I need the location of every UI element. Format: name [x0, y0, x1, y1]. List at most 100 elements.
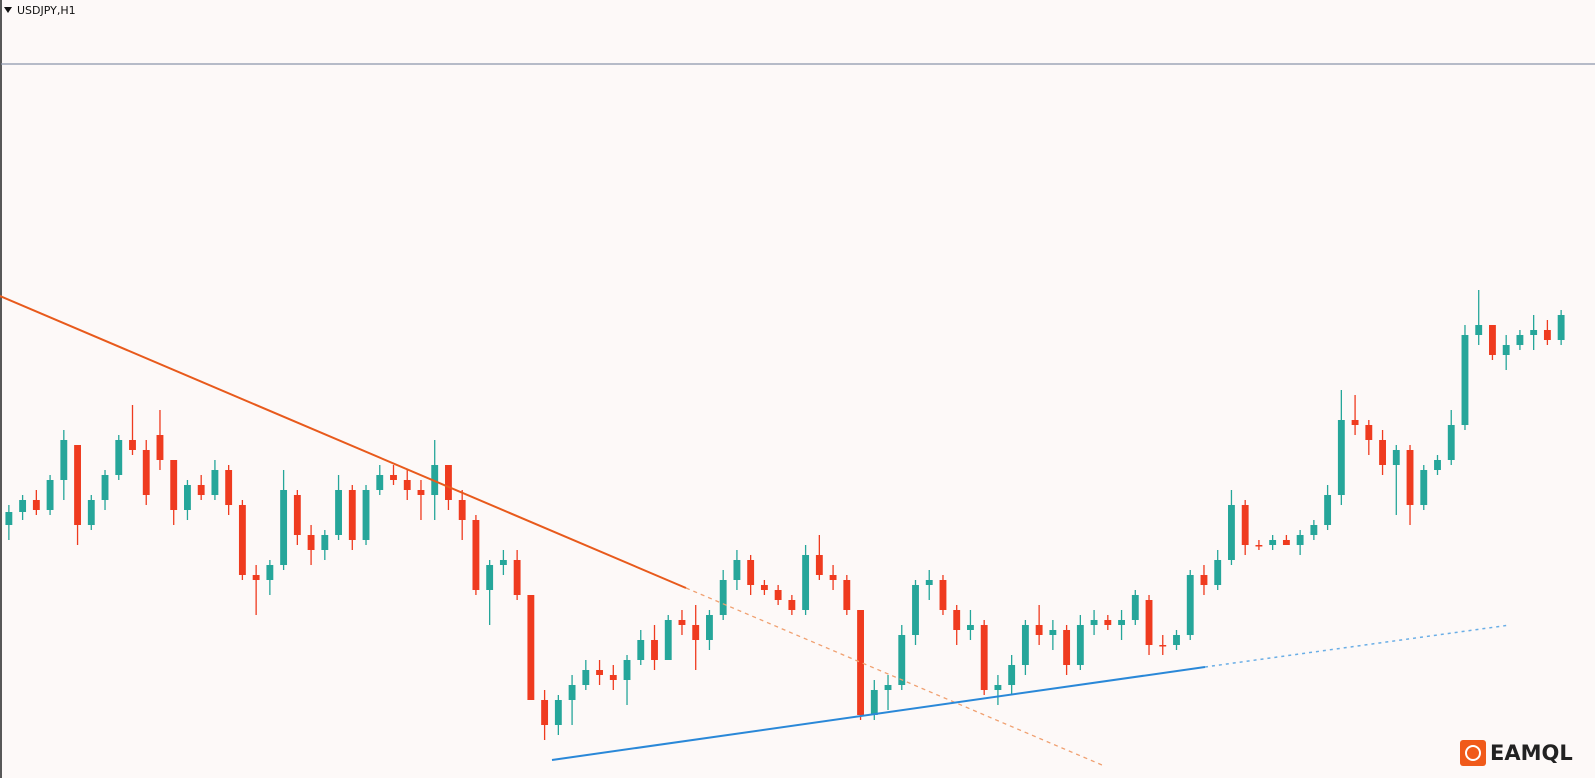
candle-body — [1489, 325, 1496, 355]
candle-body — [417, 490, 425, 495]
candle-body — [1090, 620, 1098, 625]
candle-body — [321, 535, 329, 550]
candle-body — [403, 480, 411, 490]
candle-body — [170, 460, 178, 510]
candle-body — [1269, 540, 1277, 545]
candle-body — [46, 480, 54, 510]
candle-body — [1131, 595, 1139, 620]
candle-body — [980, 625, 988, 690]
candle-body — [1049, 630, 1057, 635]
candle-body — [747, 560, 755, 585]
candle-body — [1475, 325, 1483, 335]
candle-body — [115, 440, 123, 475]
candle-body — [912, 585, 919, 635]
candle-body — [1104, 620, 1112, 625]
candle-body — [815, 555, 823, 575]
candle-body — [1214, 560, 1222, 585]
candle-body — [857, 610, 864, 715]
candle-body — [60, 440, 68, 480]
candle-body — [1557, 315, 1565, 340]
candle-body — [843, 580, 851, 610]
candle-body — [651, 640, 658, 660]
candle-body — [197, 485, 205, 495]
candle-body — [142, 450, 150, 495]
candle-body — [348, 490, 356, 540]
candle-body — [1076, 625, 1084, 665]
candle-body — [1296, 535, 1304, 545]
candle-body — [609, 675, 617, 680]
candle-body — [376, 475, 384, 490]
candle-body — [774, 590, 782, 600]
candle-body — [1543, 330, 1551, 340]
candle-body — [252, 575, 260, 580]
candle-body — [32, 500, 40, 510]
candle-body — [554, 700, 562, 725]
candle-body — [74, 445, 81, 525]
candle-body — [211, 470, 219, 495]
candle-body — [1186, 575, 1194, 635]
resistance-extension — [685, 587, 1103, 766]
candle-body — [925, 580, 933, 585]
candle-body — [1516, 335, 1524, 345]
candle-body — [1173, 635, 1180, 645]
candle-body — [541, 700, 549, 725]
candle-body — [1392, 450, 1400, 465]
candle-body — [788, 600, 796, 610]
candle-body — [1310, 525, 1318, 535]
candle-body — [527, 595, 535, 700]
candle-body — [596, 670, 603, 675]
candle-body — [678, 620, 686, 625]
candle-body — [1282, 540, 1290, 545]
candle-body — [939, 580, 947, 610]
menu-arrow[interactable] — [4, 7, 12, 13]
candle-body — [760, 585, 768, 590]
candle-body — [513, 560, 521, 595]
candle-body — [184, 485, 191, 510]
candle-body — [1365, 425, 1373, 440]
candle-body — [101, 475, 109, 500]
candle-body — [582, 670, 590, 685]
candle-body — [1406, 450, 1414, 505]
candle-body — [637, 640, 645, 660]
candle-body — [1337, 420, 1345, 495]
watermark-logo — [1460, 740, 1486, 766]
candles — [5, 290, 1565, 740]
candle-body — [87, 500, 95, 525]
candle-body — [1118, 620, 1125, 625]
candle-body — [156, 435, 164, 460]
candle-body — [733, 560, 741, 580]
candle-body — [898, 635, 906, 685]
candle-body — [1502, 345, 1510, 355]
candle-body — [1035, 625, 1043, 635]
candle-body — [1241, 505, 1249, 545]
candle-body — [1021, 625, 1029, 665]
candle-body — [1530, 330, 1538, 335]
candle-body — [829, 575, 837, 580]
candle-body — [1324, 495, 1332, 525]
candle-body — [967, 625, 974, 630]
candle-body — [1145, 600, 1153, 645]
candle-body — [1351, 420, 1359, 425]
chart-title: USDJPY,H1 — [17, 4, 76, 17]
candle-body — [499, 560, 507, 565]
candle-body — [445, 465, 452, 500]
candle-body — [293, 495, 301, 535]
candle-body — [1228, 505, 1235, 560]
candle-body — [335, 490, 342, 535]
candle-body — [266, 565, 274, 580]
candle-body — [802, 555, 810, 610]
candle-body — [1159, 645, 1167, 647]
candle-body — [129, 440, 136, 450]
candle-body — [1461, 335, 1469, 425]
candle-body — [1063, 630, 1071, 665]
candle-body — [1420, 470, 1428, 505]
candle-body — [238, 505, 246, 575]
candle-body — [472, 520, 480, 590]
watermark: EAMQL — [1490, 741, 1573, 765]
candle-body — [1200, 575, 1208, 585]
candle-body — [664, 620, 672, 660]
candle-body — [994, 685, 1002, 690]
watermark-icon — [1465, 745, 1481, 761]
